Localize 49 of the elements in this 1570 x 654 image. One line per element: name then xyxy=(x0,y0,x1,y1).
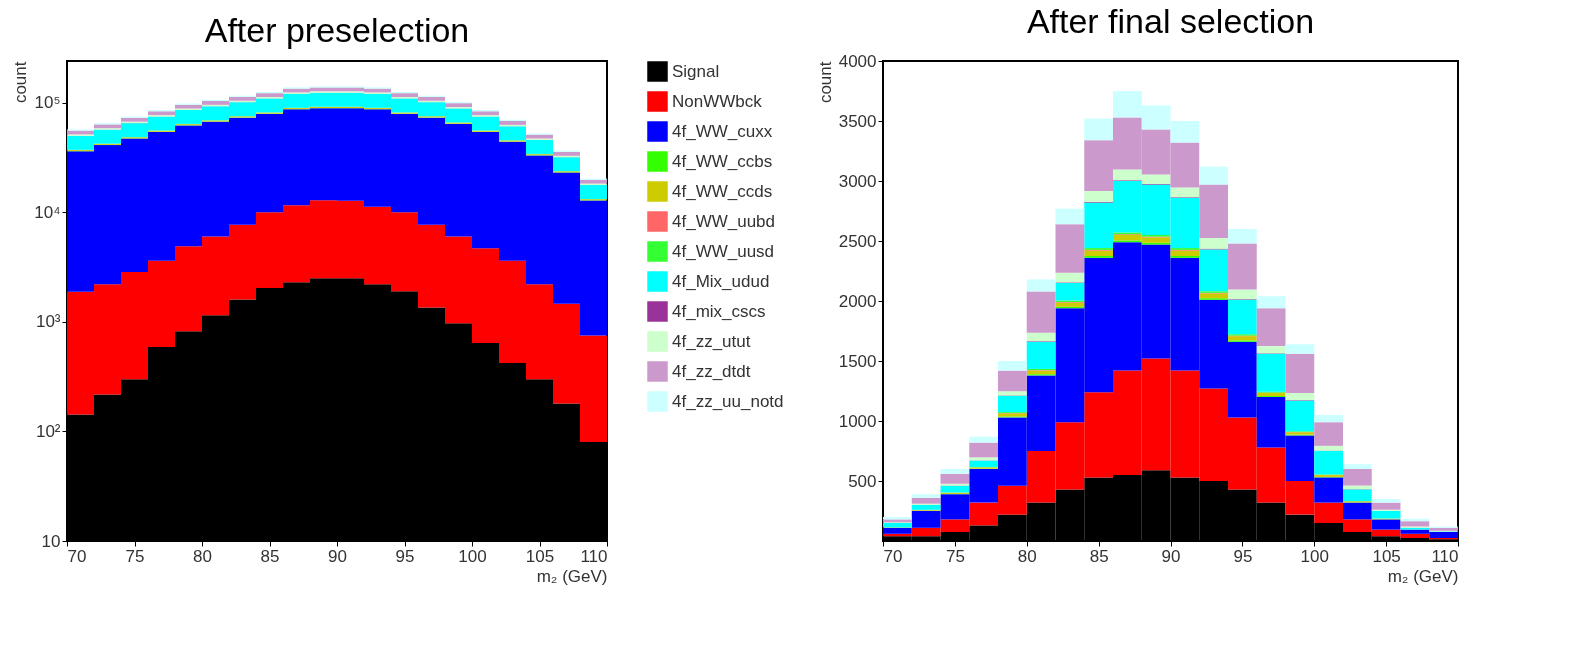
y-axis-title: count xyxy=(815,61,835,104)
x-tick-label: 85 xyxy=(1089,546,1109,566)
x-tick-label: 70 xyxy=(67,546,87,566)
x-tick-label: 110 xyxy=(1431,546,1459,566)
legend-label: 4f_WW_ccds xyxy=(672,181,773,201)
x-tick-label: 75 xyxy=(945,546,965,566)
chart-title: After final selection xyxy=(1026,2,1315,40)
x-tick-label: 70 xyxy=(883,546,903,566)
y-tick-label: 10 xyxy=(41,531,61,551)
y-tick-label: 2500 xyxy=(838,231,877,251)
y-tick-label: 1500 xyxy=(838,351,877,371)
y-tick-label: 4000 xyxy=(838,51,877,71)
legend-label: NonWWbck xyxy=(672,91,763,111)
x-tick-label: 90 xyxy=(328,546,347,566)
x-tick-label: 80 xyxy=(1017,546,1037,566)
x-axis-title: m₂ (GeV) xyxy=(1387,566,1459,586)
chart-title: After preselection xyxy=(204,11,470,49)
x-tick-label: 80 xyxy=(193,546,212,566)
y-tick-label: 2000 xyxy=(838,291,877,311)
legend-label: 4f_WW_uusd xyxy=(672,241,775,261)
x-axis-title: m₂ (GeV) xyxy=(536,566,608,586)
y-tick-label: 10⁵ xyxy=(34,93,61,113)
x-tick-label: 85 xyxy=(260,546,280,566)
legend-label: 4f_zz_uu_notd xyxy=(672,391,784,411)
y-tick-label: 3500 xyxy=(838,111,877,131)
y-axis-title: count xyxy=(11,61,31,104)
y-tick-label: 10⁴ xyxy=(34,202,61,222)
legend-label: 4f_WW_uubd xyxy=(672,211,775,231)
legend-label: 4f_mix_cscs xyxy=(672,301,766,321)
x-tick-label: 105 xyxy=(1372,546,1401,566)
legend-label: 4f_WW_cuxx xyxy=(672,121,773,141)
x-tick-label: 95 xyxy=(1233,546,1253,566)
legend-label: 4f_zz_utut xyxy=(672,331,751,351)
x-tick-label: 100 xyxy=(458,546,487,566)
legend-label: 4f_WW_ccbs xyxy=(672,151,773,171)
x-tick-label: 90 xyxy=(1161,546,1181,566)
x-tick-label: 75 xyxy=(125,546,145,566)
legend-label: 4f_Mix_udud xyxy=(672,271,770,291)
y-tick-label: 10³ xyxy=(35,312,61,332)
y-tick-label: 3000 xyxy=(838,171,877,191)
x-tick-label: 110 xyxy=(580,546,608,566)
x-tick-label: 105 xyxy=(525,546,555,566)
y-tick-label: 500 xyxy=(848,471,877,491)
legend-label: Signal xyxy=(672,61,720,81)
legend-label: 4f_zz_dtdt xyxy=(672,361,751,381)
y-tick-label: 10² xyxy=(35,421,61,441)
x-tick-label: 95 xyxy=(395,546,415,566)
y-tick-label: 1000 xyxy=(838,411,877,431)
x-tick-label: 100 xyxy=(1300,546,1329,566)
